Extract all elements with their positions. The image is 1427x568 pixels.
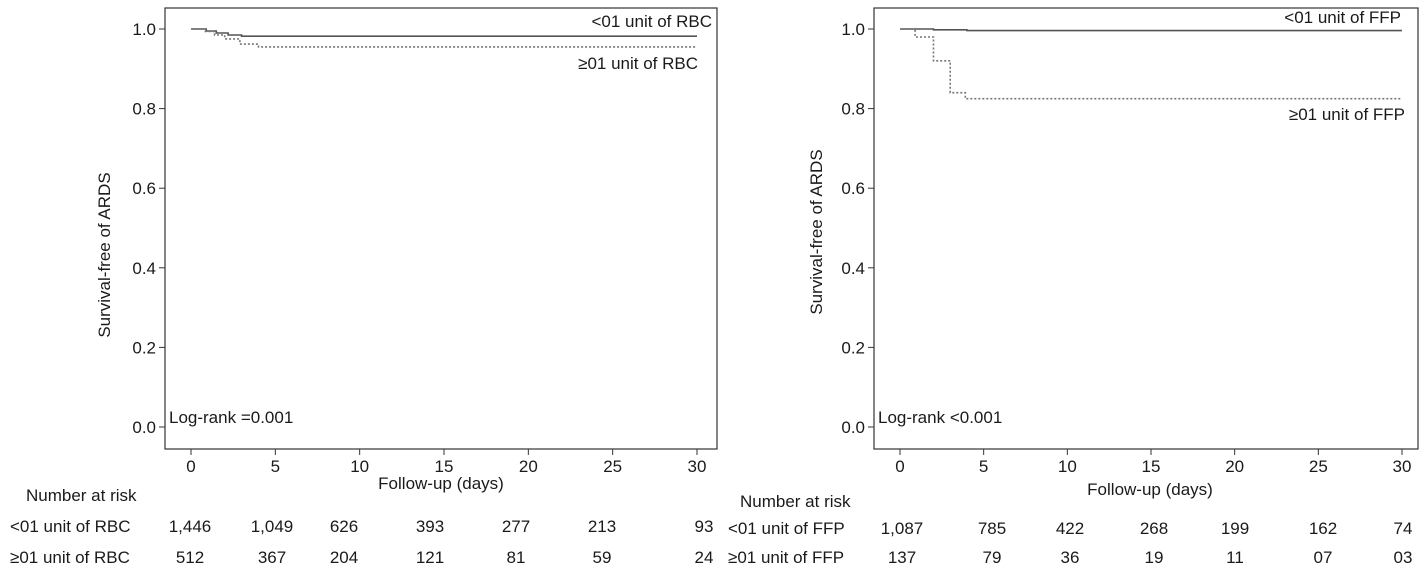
left-risk-value: 1,049 (251, 517, 294, 536)
right-risk-value: 36 (1061, 548, 1080, 567)
right-series-label-low: <01 unit of FFP (1284, 8, 1401, 27)
left-risk-value: 512 (176, 548, 204, 567)
left-risk-header: Number at risk (26, 486, 137, 505)
right-y-axis-label: Survival-free of ARDS (807, 149, 826, 314)
right-y-axis: 0.0 0.2 0.4 0.6 0.8 1.0 (841, 20, 874, 437)
right-risk-value: 74 (1394, 519, 1413, 538)
right-y-tick-label: 0.0 (841, 418, 865, 437)
right-x-tick-label: 5 (979, 457, 988, 476)
right-risk-value: 03 (1394, 548, 1413, 567)
right-x-tick-label: 30 (1393, 457, 1412, 476)
right-series-label-high: ≥01 unit of FFP (1289, 105, 1405, 124)
left-x-tick-label: 30 (688, 457, 707, 476)
left-curve-high-units (191, 28, 697, 48)
left-risk-value: 204 (330, 548, 358, 567)
left-risk-value: 1,446 (169, 517, 212, 536)
right-y-tick-label: 0.4 (841, 259, 865, 278)
right-x-tick-label: 25 (1309, 457, 1328, 476)
right-risk-value: 79 (983, 548, 1002, 567)
right-risk-header: Number at risk (740, 492, 851, 511)
right-chart: 0.0 0.2 0.4 0.6 0.8 1.0 0 5 10 15 20 25 30 Survival… (728, 7, 1419, 567)
right-x-axis-label: Follow-up (days) (1087, 480, 1213, 499)
right-risk-value: 422 (1056, 519, 1084, 538)
right-plot-frame (873, 7, 1419, 450)
right-logrank-annotation: Log-rank <0.001 (878, 408, 1002, 427)
left-series-label-high: ≥01 unit of RBC (578, 54, 698, 73)
right-y-tick-label: 0.2 (841, 338, 865, 357)
left-risk-value: 213 (588, 517, 616, 536)
left-x-tick-label: 10 (350, 457, 369, 476)
left-risk-value: 59 (593, 548, 612, 567)
right-x-tick-label: 20 (1225, 457, 1244, 476)
left-y-tick-label: 1.0 (132, 20, 156, 39)
right-risk-value: 268 (1140, 519, 1168, 538)
right-risk-value: 785 (978, 519, 1006, 538)
right-risk-value: 137 (888, 548, 916, 567)
left-risk-value: 277 (502, 517, 530, 536)
left-curves (191, 28, 697, 48)
left-x-axis-label: Follow-up (days) (378, 474, 504, 493)
left-x-tick-label: 20 (519, 457, 538, 476)
right-x-tick-label: 0 (895, 457, 904, 476)
right-x-axis: 0 5 10 15 20 25 30 (895, 449, 1411, 476)
left-risk-value: 626 (330, 517, 358, 536)
left-x-tick-label: 25 (603, 457, 622, 476)
right-y-tick-label: 0.8 (841, 100, 865, 119)
left-y-tick-label: 0.8 (132, 100, 156, 119)
left-chart: 0.0 0.2 0.4 0.6 0.8 1.0 0 5 10 15 20 25 30 Survival… (10, 7, 718, 567)
left-y-tick-label: 0.2 (132, 338, 156, 357)
left-risk-value: 367 (258, 548, 286, 567)
right-x-tick-label: 15 (1142, 457, 1161, 476)
right-curve-high-units (900, 28, 1402, 100)
right-risk-value: 1,087 (881, 519, 924, 538)
right-risk-row-label-low: <01 unit of FFP (728, 519, 845, 538)
left-risk-row-label-high: ≥01 unit of RBC (10, 548, 130, 567)
left-x-tick-label: 15 (435, 457, 454, 476)
left-y-tick-label: 0.6 (132, 179, 156, 198)
left-risk-value: 93 (695, 517, 714, 536)
left-risk-value: 81 (507, 548, 526, 567)
right-y-tick-label: 0.6 (841, 179, 865, 198)
right-y-tick-label: 1.0 (841, 20, 865, 39)
right-curves (900, 28, 1402, 100)
left-logrank-annotation: Log-rank =0.001 (169, 408, 293, 427)
left-x-tick-label: 5 (271, 457, 280, 476)
left-y-tick-label: 0.4 (132, 259, 156, 278)
right-x-tick-label: 10 (1058, 457, 1077, 476)
left-series-label-low: <01 unit of RBC (592, 12, 713, 31)
left-x-tick-label: 0 (186, 457, 195, 476)
right-risk-values: 1,087 785 422 268 199 162 74 137 79 36 19 11 07 03 (881, 519, 1413, 567)
left-risk-row-label-low: <01 unit of RBC (10, 517, 131, 536)
left-plot-frame (164, 7, 718, 450)
right-curve-low-units (900, 28, 1402, 32)
left-y-tick-label: 0.0 (132, 418, 156, 437)
left-y-axis: 0.0 0.2 0.4 0.6 0.8 1.0 (132, 20, 165, 437)
right-risk-value: 199 (1221, 519, 1249, 538)
left-y-axis-label: Survival-free of ARDS (95, 172, 114, 337)
left-risk-values: 1,446 1,049 626 393 277 213 93 512 367 204 121 81 59… (169, 517, 714, 567)
left-x-axis: 0 5 10 15 20 25 30 (186, 449, 706, 476)
right-risk-value: 19 (1145, 548, 1164, 567)
left-curve-low-units (191, 28, 697, 38)
right-risk-value: 162 (1309, 519, 1337, 538)
right-risk-value: 11 (1226, 548, 1244, 567)
left-risk-value: 121 (416, 548, 444, 567)
left-risk-value: 393 (416, 517, 444, 536)
right-risk-row-label-high: ≥01 unit of FFP (728, 548, 844, 567)
left-risk-value: 24 (695, 548, 714, 567)
right-risk-value: 07 (1314, 548, 1333, 567)
